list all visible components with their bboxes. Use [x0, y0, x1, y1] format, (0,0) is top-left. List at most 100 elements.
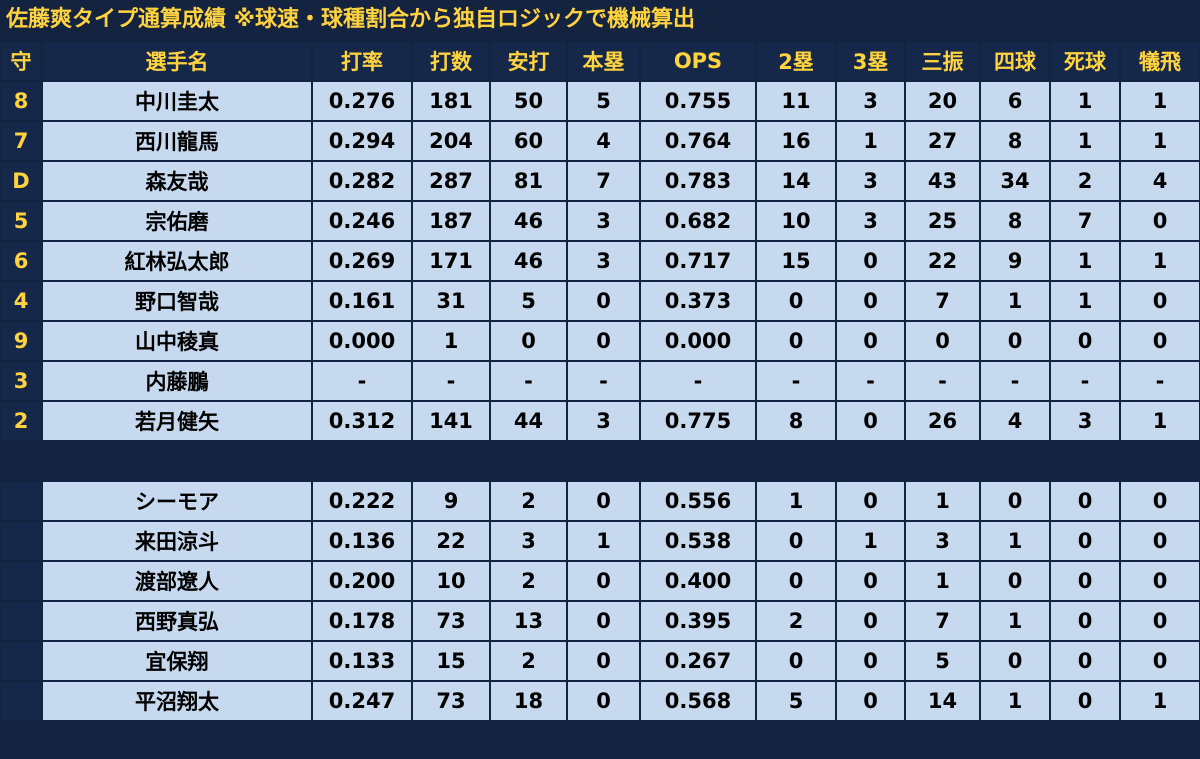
stat-cell: 10	[757, 202, 835, 240]
stat-cell: 0	[981, 482, 1049, 520]
name-cell: 山中稜真	[43, 322, 311, 360]
name-cell: 渡部遼人	[43, 562, 311, 600]
position-cell	[1, 602, 41, 640]
stat-cell: -	[313, 362, 411, 400]
stat-cell: 3	[1051, 402, 1119, 440]
stat-cell: 15	[757, 242, 835, 280]
position-cell: 6	[1, 242, 41, 280]
stat-cell: 141	[413, 402, 489, 440]
stat-cell: 0	[1121, 282, 1199, 320]
stat-cell: -	[1121, 362, 1199, 400]
name-cell: 来田涼斗	[43, 522, 311, 560]
stat-cell: 0	[1121, 562, 1199, 600]
stat-cell: 0.247	[313, 682, 411, 720]
stat-cell: 0	[837, 242, 904, 280]
stat-cell: 171	[413, 242, 489, 280]
position-cell	[1, 562, 41, 600]
position-cell: 4	[1, 282, 41, 320]
stat-cell: 2	[757, 602, 835, 640]
stat-cell: 0.282	[313, 162, 411, 200]
stat-cell: 9	[981, 242, 1049, 280]
stat-cell: 0	[837, 682, 904, 720]
stat-cell: 8	[981, 202, 1049, 240]
stat-cell: 0.178	[313, 602, 411, 640]
stat-cell: 0.717	[641, 242, 755, 280]
stat-cell: 0.294	[313, 122, 411, 160]
stat-cell: 0	[1121, 602, 1199, 640]
stat-cell: 8	[757, 402, 835, 440]
stat-cell: -	[1051, 362, 1119, 400]
stat-cell: 1	[1051, 82, 1119, 120]
stat-cell: 0	[1121, 522, 1199, 560]
stat-cell: 4	[1121, 162, 1199, 200]
name-cell: 野口智哉	[43, 282, 311, 320]
stat-cell: 0	[757, 282, 835, 320]
stat-cell: 0	[568, 642, 639, 680]
position-cell: 9	[1, 322, 41, 360]
stat-cell: 0	[837, 602, 904, 640]
stat-cell: 1	[981, 522, 1049, 560]
stat-cell: 1	[981, 602, 1049, 640]
stat-cell: 10	[413, 562, 489, 600]
stat-cell: 1	[1121, 402, 1199, 440]
stat-cell: 2	[491, 562, 566, 600]
stat-cell: 31	[413, 282, 489, 320]
position-cell: D	[1, 162, 41, 200]
stat-cell: 1	[1121, 682, 1199, 720]
stat-cell: 0.000	[313, 322, 411, 360]
stat-cell: 3	[837, 162, 904, 200]
stat-cell: 3	[837, 202, 904, 240]
stat-cell: -	[641, 362, 755, 400]
position-cell	[1, 642, 41, 680]
stat-cell: 0	[1121, 202, 1199, 240]
stat-cell: 0.246	[313, 202, 411, 240]
stat-cell: 0	[837, 402, 904, 440]
name-cell: シーモア	[43, 482, 311, 520]
stat-cell: 81	[491, 162, 566, 200]
stat-cell: -	[906, 362, 979, 400]
position-cell: 5	[1, 202, 41, 240]
stat-cell: 0	[1051, 562, 1119, 600]
stat-cell: 46	[491, 242, 566, 280]
stat-cell: 3	[568, 202, 639, 240]
stat-cell: 187	[413, 202, 489, 240]
header-cell: 四球	[981, 42, 1049, 80]
stat-cell: 2	[491, 642, 566, 680]
stat-cell: 0	[757, 642, 835, 680]
title: 佐藤爽タイプ通算成績 ※球速・球種割合から独自ロジックで機械算出	[6, 7, 696, 32]
stat-cell: 0	[757, 322, 835, 360]
stat-cell: 0	[1051, 602, 1119, 640]
stat-cell: 1	[757, 482, 835, 520]
stat-cell: 1	[981, 282, 1049, 320]
stat-cell: 0.133	[313, 642, 411, 680]
stat-cell: 0	[568, 562, 639, 600]
stat-cell: 50	[491, 82, 566, 120]
stat-cell: 0	[568, 482, 639, 520]
stat-cell: 0	[757, 562, 835, 600]
stat-cell: 5	[906, 642, 979, 680]
stat-cell: 0.000	[641, 322, 755, 360]
stat-cell: -	[568, 362, 639, 400]
stat-cell: 0	[1051, 522, 1119, 560]
header-cell: 三振	[906, 42, 979, 80]
position-cell: 7	[1, 122, 41, 160]
stat-cell: 3	[568, 402, 639, 440]
header-cell: 3塁	[837, 42, 904, 80]
name-cell: 西川龍馬	[43, 122, 311, 160]
stat-cell: 16	[757, 122, 835, 160]
stat-cell: -	[413, 362, 489, 400]
stat-cell: 1	[1121, 82, 1199, 120]
stat-cell: 0.400	[641, 562, 755, 600]
stat-cell: 0	[491, 322, 566, 360]
stat-cell: 73	[413, 682, 489, 720]
stat-cell: 287	[413, 162, 489, 200]
stat-cell: 4	[981, 402, 1049, 440]
stat-cell: 0	[568, 602, 639, 640]
stat-cell: 0	[837, 322, 904, 360]
header-cell: 守	[1, 42, 41, 80]
stat-cell: 5	[568, 82, 639, 120]
stat-cell: 0	[568, 282, 639, 320]
stat-cell: 0	[1051, 482, 1119, 520]
stat-cell: -	[837, 362, 904, 400]
